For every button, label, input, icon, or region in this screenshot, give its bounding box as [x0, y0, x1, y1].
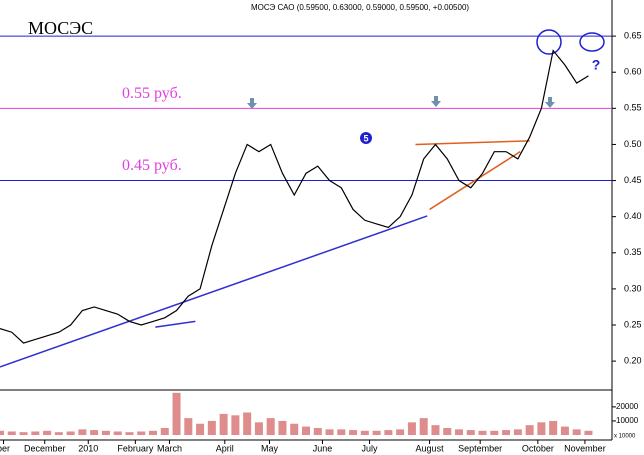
volume-bar: [266, 418, 275, 435]
volume-bar: [54, 432, 63, 435]
chart-subtitle: МОСЭ САО (0.59500, 0.63000, 0.59000, 0.5…: [251, 3, 469, 12]
trend-line: [155, 320, 196, 328]
x-tick-label: ber: [0, 443, 10, 453]
y-tick-label: 0.45: [624, 175, 642, 185]
volume-bar: [584, 430, 593, 435]
y-tick-label: 20000: [616, 402, 639, 411]
x-tick-label: May: [261, 443, 279, 453]
volume-bar: [160, 427, 169, 435]
price-line: [0, 49, 589, 344]
y-tick-label: 10000: [616, 416, 639, 425]
volume-bar: [196, 423, 205, 435]
x-tick-label: 2010: [78, 443, 98, 453]
volume-bar: [231, 415, 240, 435]
volume-bar: [0, 430, 4, 435]
volume-bar: [172, 392, 181, 435]
volume-bar: [113, 431, 122, 435]
volume-bar: [407, 422, 416, 435]
y-tick-label: 0.25: [624, 319, 642, 329]
volume-bar: [302, 426, 310, 435]
volume-bar: [443, 427, 452, 435]
volume-bar: [137, 431, 146, 435]
y-tick-label: 0.50: [624, 139, 642, 149]
arrow-icon: [247, 98, 257, 109]
volume-bar: [513, 429, 522, 435]
x-tick-label: August: [416, 443, 445, 453]
x-tick-label: April: [216, 443, 234, 453]
y-tick-label: 0.55: [624, 103, 642, 113]
arrow-icon: [545, 97, 555, 108]
volume-bar: [149, 430, 157, 435]
x-tick-label: December: [24, 443, 66, 453]
x-tick-label: July: [362, 443, 379, 453]
volume-bar: [207, 420, 216, 435]
unit-label: x 10000: [614, 434, 636, 440]
arrow-icon: [431, 96, 441, 107]
volume-bar: [325, 429, 334, 435]
volume-bar: [525, 425, 534, 435]
x-tick-label: September: [458, 443, 502, 453]
reference-label: 0.45 руб.: [122, 157, 182, 174]
volume-bar: [549, 420, 558, 435]
y-tick-label: 0.30: [624, 283, 642, 293]
volume-bar: [455, 429, 463, 435]
volume-bar: [478, 430, 487, 435]
x-tick-label: June: [313, 443, 333, 453]
volume-bar: [360, 430, 369, 435]
volume-bar: [349, 430, 358, 435]
volume-bar: [254, 422, 263, 435]
volume-bar: [466, 430, 475, 435]
volume-bar: [7, 431, 16, 435]
volume-bar: [396, 429, 405, 435]
y-tick-label: 0.35: [624, 247, 642, 257]
volume-bar: [502, 430, 511, 435]
x-tick-label: October: [522, 443, 554, 453]
volume-bar: [31, 431, 40, 435]
x-tick-label: February: [117, 443, 154, 453]
highlight-circle: [536, 29, 562, 55]
volume-bar: [184, 418, 193, 435]
volume-bar: [431, 425, 440, 435]
annotation: 5: [363, 133, 368, 143]
volume-bar: [560, 426, 569, 435]
x-tick-label: March: [157, 443, 182, 453]
reference-label: 0.55 руб.: [122, 85, 182, 102]
volume-bar: [384, 430, 393, 435]
volume-bar: [290, 423, 299, 435]
volume-bar: [78, 429, 87, 435]
volume-bar: [125, 432, 134, 435]
y-tick-label: 0.40: [624, 211, 642, 221]
volume-bar: [313, 427, 322, 435]
y-tick-label: 0.60: [624, 67, 642, 77]
volume-bar: [419, 418, 428, 435]
volume-bar: [19, 432, 28, 435]
trend-line: [0, 215, 428, 368]
annotation: ?: [592, 57, 601, 73]
volume-bar: [337, 429, 346, 435]
volume-bar: [101, 430, 110, 435]
x-tick-label: November: [564, 443, 606, 453]
volume-bar: [243, 412, 252, 435]
volume-bar: [490, 430, 499, 435]
y-tick-label: 0.20: [624, 355, 642, 365]
annotation-badge: [360, 132, 372, 144]
chart-title: МОСЭС: [28, 18, 93, 38]
volume-bar: [90, 430, 99, 435]
volume-bar: [66, 431, 75, 435]
trend-line: [415, 140, 530, 146]
volume-bar: [43, 430, 52, 435]
volume-bar: [219, 413, 228, 435]
highlight-circle: [579, 32, 605, 52]
volume-bar: [278, 420, 287, 435]
volume-bar: [537, 422, 546, 435]
volume-bar: [572, 429, 581, 435]
y-tick-label: 0.65: [624, 30, 642, 40]
volume-bar: [372, 430, 381, 435]
trend-line: [429, 151, 521, 211]
